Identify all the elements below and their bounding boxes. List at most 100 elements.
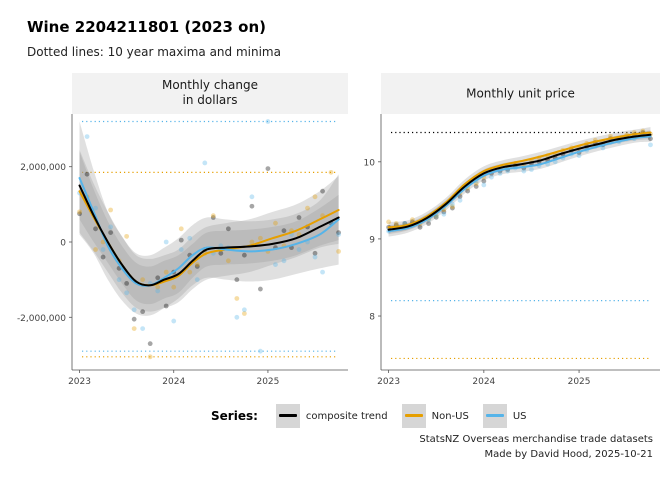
panel2-strip-label: Monthly unit price — [466, 87, 575, 101]
panel2-data-point — [450, 204, 455, 209]
panel1-data-point — [155, 284, 161, 290]
panel1-data-point — [257, 348, 263, 354]
panel1-data-point — [131, 326, 137, 331]
caption-author: Made by David Hood, 2025-10-21 — [484, 449, 653, 460]
panel2-strip — [381, 73, 660, 114]
panel1-data-point — [163, 269, 169, 275]
panel2-data-point — [441, 211, 447, 217]
panel1-data-point — [178, 247, 184, 252]
panel2-data-point — [481, 178, 487, 184]
panel1-data-point — [265, 119, 271, 124]
panel1-data-point — [131, 316, 137, 322]
panel1-data-point — [124, 281, 130, 286]
panel1-ribbon — [79, 121, 339, 316]
panel2-data-point — [576, 153, 582, 159]
panel2-data-point — [648, 142, 653, 148]
chart-title: Wine 2204211801 (2023 on) — [27, 18, 267, 36]
legend-item-composite: composite trend — [275, 404, 388, 428]
panel2-data-point — [457, 197, 463, 203]
panel1-data-point — [336, 232, 341, 237]
panel1-data-point — [163, 303, 169, 309]
chart-subtitle: Dotted lines: 10 year maxima and minima — [27, 45, 281, 59]
panel1-data-point — [234, 296, 240, 301]
legend-title: Series: — [211, 409, 258, 423]
panel2-data-point — [600, 145, 606, 151]
panel1-x-tick-label: 2024 — [162, 377, 185, 387]
panel1-trend-line — [78, 177, 340, 287]
panel2-data-point — [497, 170, 503, 176]
panel1-data-point — [320, 269, 325, 275]
panel2-data-point — [481, 182, 487, 188]
panel2-trend-line — [387, 135, 652, 233]
panel1-y-tick-label: 2,000,000 — [20, 163, 66, 173]
panel1-data-point — [178, 237, 184, 243]
panel1-y-tick-label: -2,000,000 — [17, 314, 66, 324]
panel1-data-point — [202, 160, 208, 166]
panel2-trend-line — [387, 133, 652, 231]
panel1-data-point — [241, 311, 247, 316]
panel1-data-point — [249, 239, 255, 245]
panel2-data-point — [441, 209, 447, 215]
panel1-strip — [72, 73, 348, 114]
panel1-strip-label-line1: Monthly change — [162, 78, 258, 92]
panel2-trend-line — [387, 131, 652, 229]
panel1-y-tick-label: 0 — [60, 239, 66, 249]
panel1-data-point — [225, 226, 231, 232]
panel1-data-point — [140, 277, 146, 283]
panel1-data-point — [171, 284, 177, 290]
panel1-data-point — [218, 250, 224, 256]
panel1-data-point — [257, 235, 263, 241]
legend-label-composite: composite trend — [305, 410, 388, 422]
legend-item-us: US — [482, 404, 527, 428]
panel2-data-point — [473, 184, 479, 189]
panel2-data-point — [465, 188, 471, 194]
panel2-data-point — [450, 201, 455, 207]
panel1-data-point — [194, 277, 200, 283]
panel2-data-point — [393, 221, 399, 226]
panel1-data-point — [124, 233, 130, 239]
panel1-data-point — [147, 354, 153, 360]
panel1-data-point — [93, 226, 98, 232]
legend-label-nonus: Non-US — [431, 410, 469, 422]
panel1-data-point — [194, 264, 200, 269]
panel2-background — [381, 114, 660, 370]
panel1-data-point — [116, 277, 122, 283]
panel1-data-point — [155, 288, 161, 294]
legend-key-composite — [275, 404, 300, 428]
panel1-data-point — [187, 269, 193, 275]
panel1-data-point — [155, 275, 161, 281]
panel1-data-point — [257, 286, 263, 292]
panel1-data-point — [108, 207, 114, 213]
panel1-data-point — [273, 262, 278, 267]
panel1-data-point — [108, 224, 114, 230]
panel1-data-point — [241, 307, 247, 313]
panel1-data-point — [312, 254, 318, 260]
panel2-data-point — [529, 167, 534, 172]
panel1-ribbon — [79, 149, 339, 312]
legend-key-us — [482, 404, 507, 428]
legend-label-us: US — [512, 410, 527, 422]
panel1-data-point — [84, 171, 90, 177]
panel2-x-tick-label: 2024 — [472, 377, 495, 387]
panel1-data-point — [234, 314, 240, 320]
panel1-data-point — [100, 247, 106, 252]
panel1-data-point — [108, 230, 114, 235]
panel1-trend-line — [78, 184, 340, 287]
panel1-data-point — [171, 318, 177, 324]
panel1-data-point — [131, 307, 137, 313]
panel2-x-tick-label: 2023 — [377, 377, 400, 387]
panel2-y-tick-label: 8 — [369, 313, 375, 323]
panel1-data-point — [194, 262, 200, 267]
panel2-data-point — [410, 217, 415, 223]
legend-key-nonus — [401, 404, 426, 428]
panel1-data-point — [281, 228, 287, 234]
panel2-x-tick-label: 2025 — [568, 377, 591, 387]
panel1-data-point — [281, 258, 287, 264]
panel1-x-tick-label: 2025 — [256, 377, 279, 387]
panel1-data-point — [336, 230, 341, 235]
panel1-data-point — [234, 277, 240, 283]
panel1-data-point — [210, 215, 216, 220]
panel1-data-point — [100, 239, 106, 245]
